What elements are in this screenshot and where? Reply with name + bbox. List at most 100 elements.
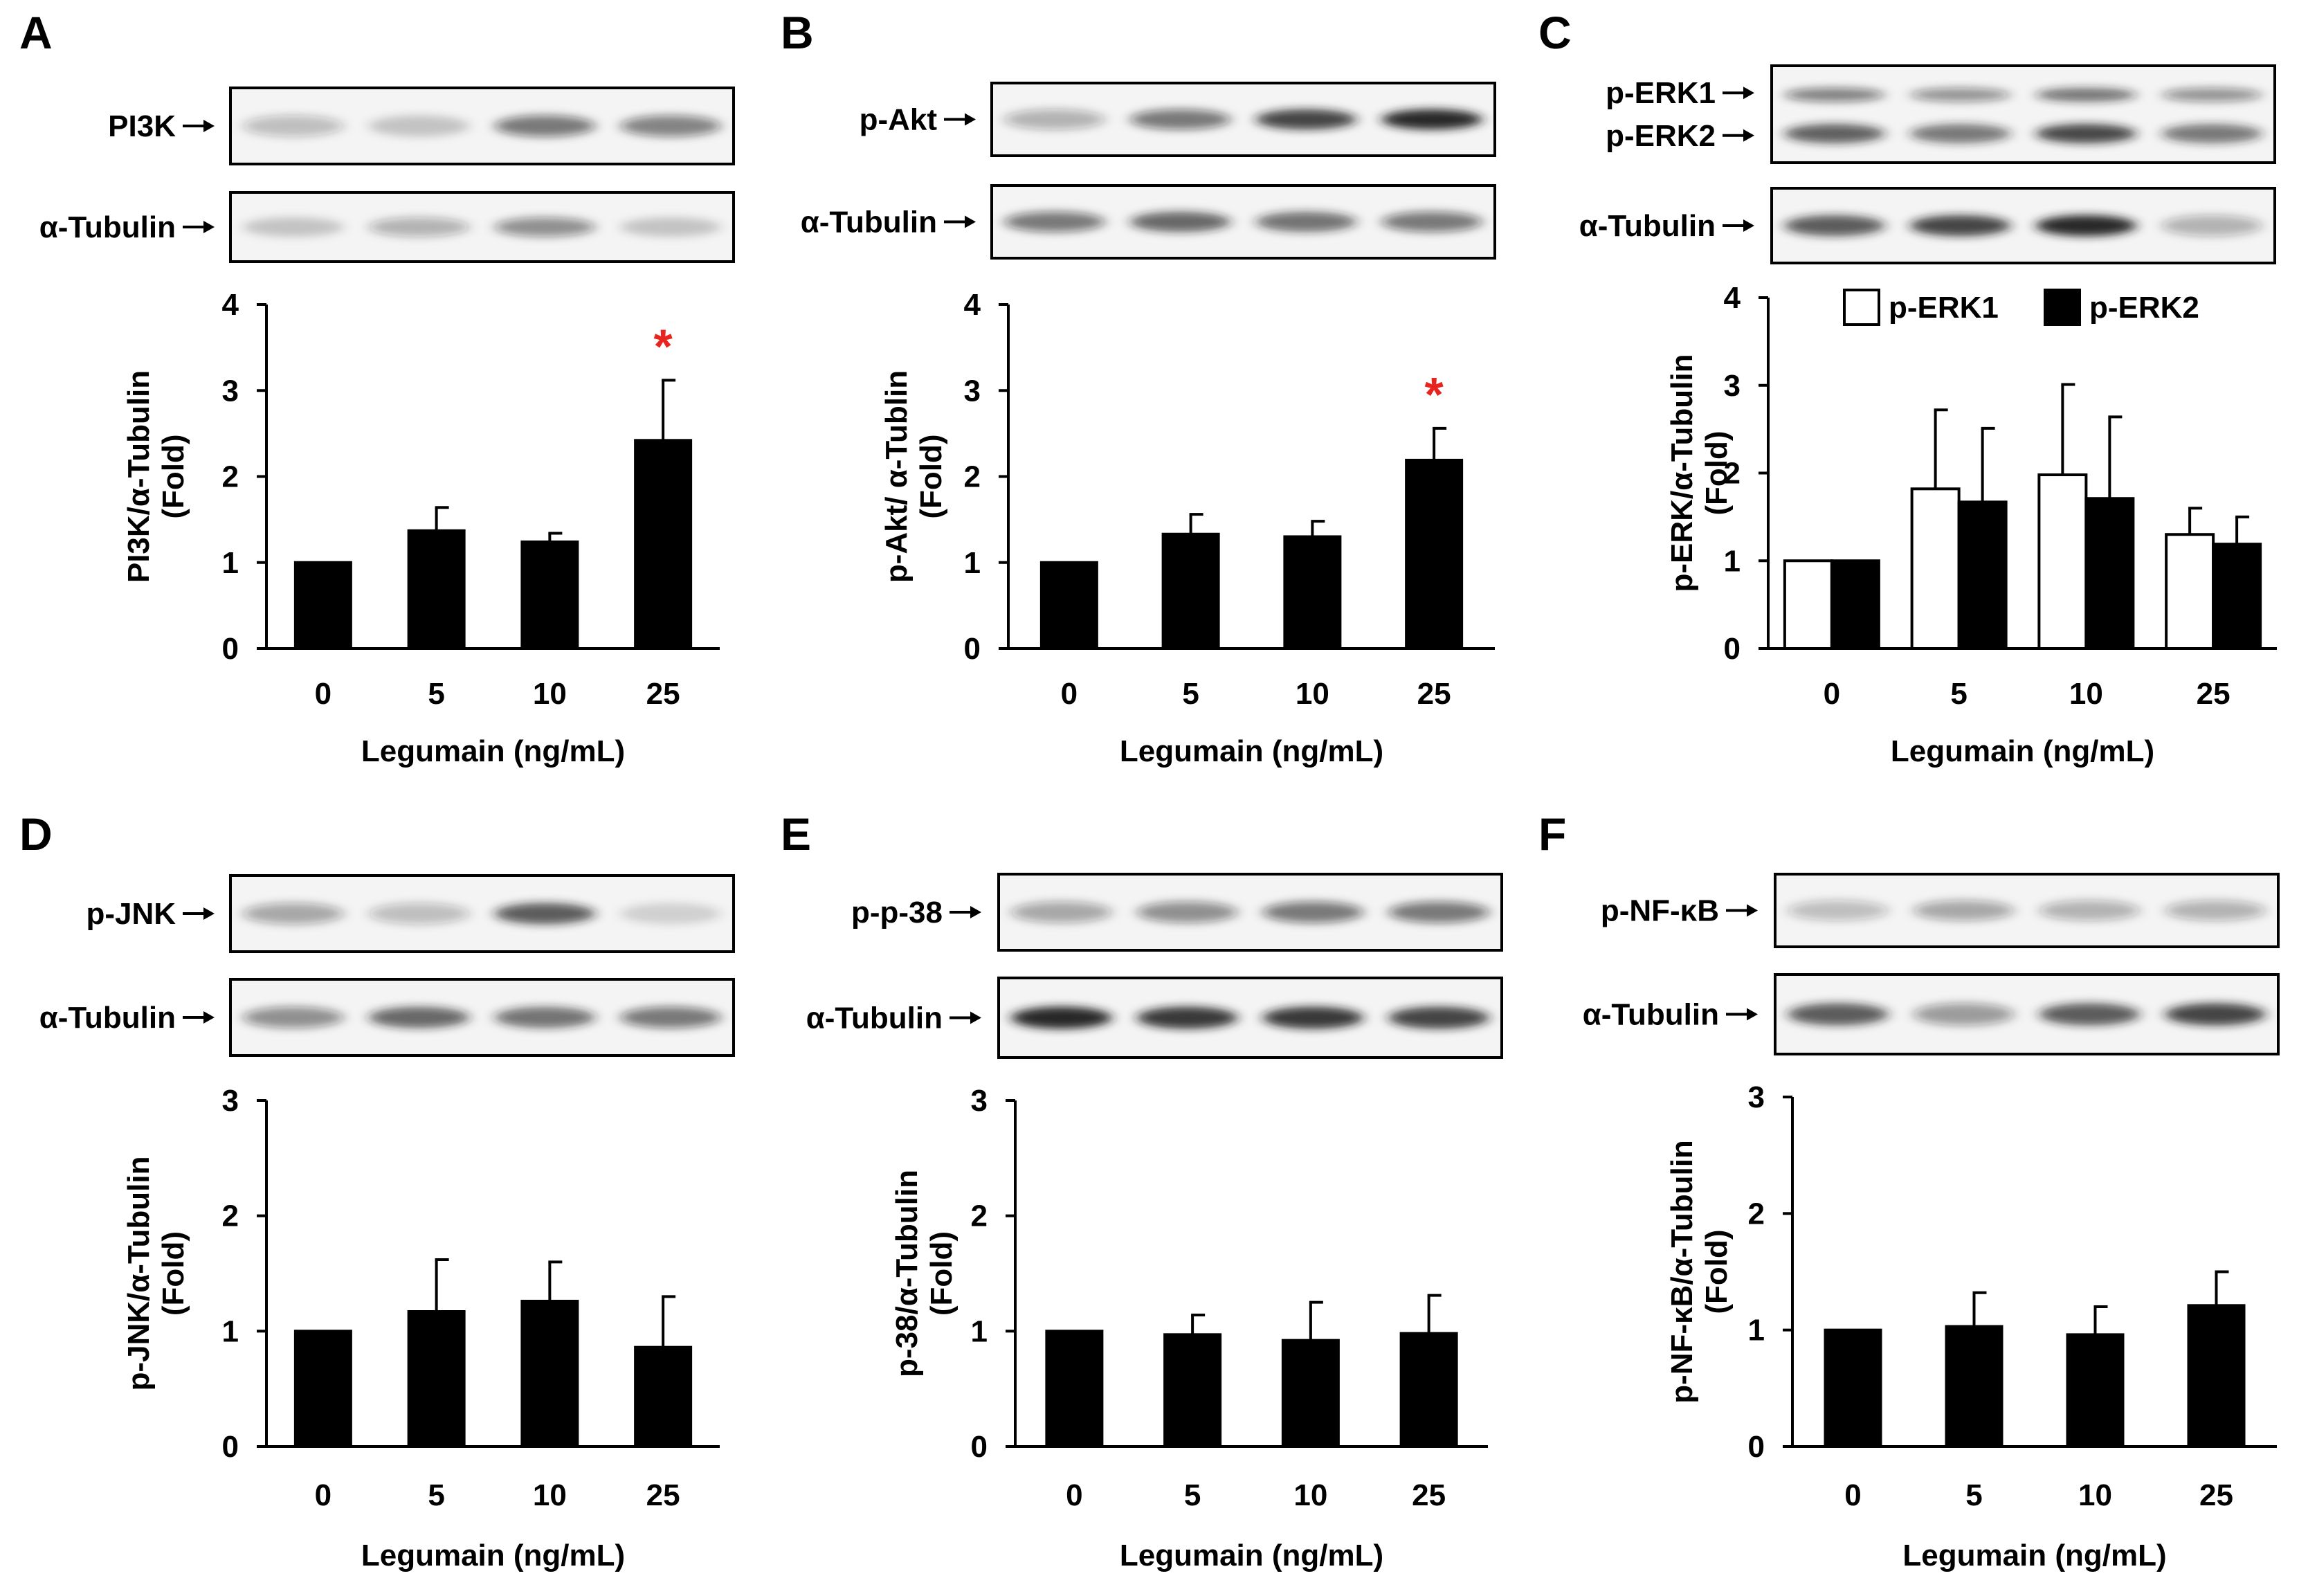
blot-band xyxy=(1011,901,1112,923)
panel-letter: D xyxy=(19,808,53,860)
blot-band xyxy=(368,903,470,925)
y-axis-label: (Fold) xyxy=(1700,1229,1734,1314)
blot-band xyxy=(1129,211,1231,233)
blot-label: α-Tubulin xyxy=(806,1001,943,1035)
blot-band xyxy=(2035,124,2137,143)
y-tick-label: 1 xyxy=(222,546,239,580)
blot-band xyxy=(243,1006,344,1028)
x-tick-label: 25 xyxy=(646,677,680,711)
blot-arrow-head xyxy=(1743,129,1754,142)
y-tick-label: 2 xyxy=(1724,457,1741,491)
panel-letter: E xyxy=(781,808,811,860)
bar xyxy=(2084,497,2135,650)
x-axis-label: Legumain (ng/mL) xyxy=(361,734,625,768)
blot-band xyxy=(1262,901,1364,923)
x-tick-label: 5 xyxy=(1182,677,1199,711)
blot-background xyxy=(1772,66,2275,163)
blot-band xyxy=(1388,1006,1489,1029)
blot-label: p-JNK xyxy=(86,897,176,931)
y-tick-label: 3 xyxy=(971,1084,988,1118)
y-tick-label: 2 xyxy=(222,460,239,494)
blot-band xyxy=(620,115,721,137)
y-axis-label: (Fold) xyxy=(156,434,190,518)
blot-band xyxy=(243,217,344,237)
blot-band xyxy=(1262,1006,1364,1029)
bar xyxy=(1910,487,1961,650)
blot-frame xyxy=(229,87,735,165)
x-tick-label: 25 xyxy=(646,1478,680,1512)
bar xyxy=(634,439,693,650)
blot-label: α-Tubulin xyxy=(1583,998,1719,1032)
x-tick-label: 25 xyxy=(2197,677,2230,711)
blot-band xyxy=(2161,215,2262,237)
blot-label: p-ERK1 xyxy=(1606,76,1716,110)
y-tick-label: 0 xyxy=(1748,1430,1765,1464)
x-tick-label: 5 xyxy=(428,1478,444,1512)
x-tick-label: 0 xyxy=(1844,1478,1861,1512)
blot-band xyxy=(2035,88,2137,102)
y-tick-label: 2 xyxy=(964,460,981,494)
blot-arrow-head xyxy=(970,1011,981,1024)
blot-band xyxy=(1381,211,1482,233)
bar xyxy=(1783,559,1833,650)
blot-frame xyxy=(990,82,1496,157)
blot-band xyxy=(620,1006,721,1028)
blot-band xyxy=(1913,900,2015,921)
bar xyxy=(1957,500,2008,651)
y-tick-label: 0 xyxy=(1724,632,1741,666)
blot-band xyxy=(368,115,470,137)
blot-frame xyxy=(1770,64,2276,164)
bar xyxy=(407,1310,466,1448)
x-tick-label: 5 xyxy=(1184,1478,1201,1512)
blot-label: PI3K xyxy=(108,109,176,143)
bar xyxy=(634,1345,693,1448)
y-axis-label: (Fold) xyxy=(914,434,948,518)
x-tick-label: 0 xyxy=(1061,677,1078,711)
y-axis-label: p-38/α-Tubulin xyxy=(890,1170,924,1377)
panel-e: Ep-p-38 α-Tubulin 0 1 2 3 p-38/α-Tubulin (Fold)… xyxy=(781,808,1503,1572)
blot-band xyxy=(1011,1006,1112,1029)
blot-label: α-Tubulin xyxy=(39,210,176,244)
bar xyxy=(1399,1332,1458,1448)
blot-arrow-head xyxy=(203,1011,215,1024)
panel-a: A PI3K α-Tubulin 0 1 2 3 4 PI3K/α-Tubulin (Fold) 0… xyxy=(19,7,735,768)
blot-frame xyxy=(229,978,735,1057)
blot-band xyxy=(1255,109,1357,130)
blot-band xyxy=(1381,109,1482,130)
x-tick-label: 0 xyxy=(1066,1478,1082,1512)
blot-frame xyxy=(229,874,735,953)
blot-band xyxy=(1004,211,1105,233)
x-tick-label: 25 xyxy=(1412,1478,1446,1512)
blot-band xyxy=(494,217,596,237)
blot-band xyxy=(368,1006,470,1028)
blot-frame xyxy=(229,191,735,263)
blot-band xyxy=(1909,215,2011,237)
y-axis-label: PI3K/α-Tubulin xyxy=(122,370,156,583)
blot-band xyxy=(494,115,596,137)
x-tick-label: 0 xyxy=(315,677,331,711)
bar xyxy=(2187,1304,2246,1448)
blot-arrow-head xyxy=(965,113,976,126)
bar xyxy=(1039,561,1098,650)
blot-band xyxy=(1136,901,1238,923)
panel-c: Cp-ERK1 p-ERK2 α-Tubulin 0 1 2 3 4 p-ERK/α-Tubul… xyxy=(1538,7,2277,768)
panel-letter: F xyxy=(1538,808,1566,860)
y-tick-label: 0 xyxy=(971,1430,988,1464)
bar xyxy=(2212,543,2262,650)
y-tick-label: 1 xyxy=(971,1314,988,1348)
blot-band xyxy=(1788,1003,1889,1026)
bar xyxy=(2066,1333,2125,1449)
bar xyxy=(1283,535,1342,650)
blot-arrow-head xyxy=(1747,904,1758,917)
bar xyxy=(2037,473,2088,650)
panel-letter: C xyxy=(1538,7,1572,58)
x-tick-label: 0 xyxy=(315,1478,331,1512)
blot-label: p-Akt xyxy=(860,103,938,137)
x-axis-label: Legumain (ng/mL) xyxy=(1120,734,1383,768)
y-tick-label: 4 xyxy=(964,288,981,322)
bar xyxy=(2165,533,2215,650)
significance-marker: * xyxy=(1425,368,1444,421)
blot-label: p-p-38 xyxy=(851,896,943,930)
bar xyxy=(520,540,579,650)
